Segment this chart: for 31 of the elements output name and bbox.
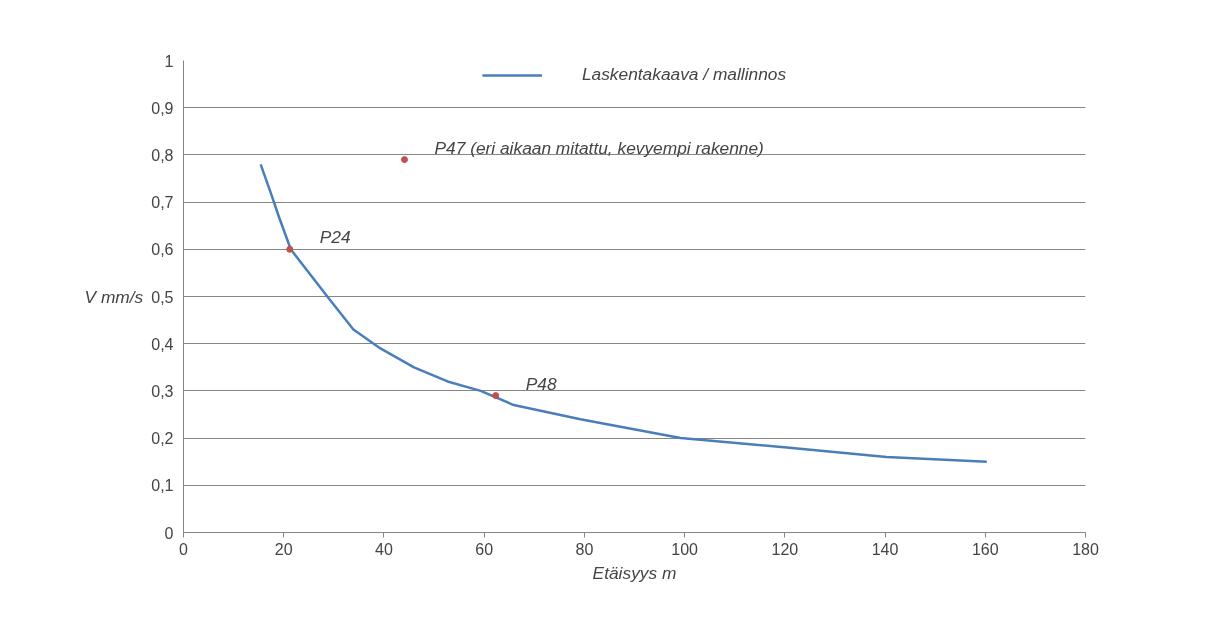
annotation: P48 (525, 373, 557, 394)
annotation: P24 (319, 227, 351, 248)
y-tick-label: 0,8 (151, 146, 174, 164)
line-series (259, 163, 989, 463)
y-tick-label: 1 (164, 52, 174, 70)
y-tick-label: 0,7 (151, 194, 174, 212)
x-tick-label: 20 (274, 540, 293, 558)
legend-label: Laskentakaava / mallinnos (581, 64, 787, 85)
x-tick-label: 40 (375, 540, 393, 558)
x-tick-label: 0 (179, 540, 189, 558)
annotation: P47 (eri aikaan mitattu, kevyempi rakenne) (434, 137, 764, 158)
point (400, 156, 408, 164)
x-tick-label: 60 (475, 540, 494, 558)
x-tick-label: 160 (971, 540, 999, 558)
y-tick-label: 0,5 (151, 288, 174, 306)
point (492, 392, 500, 400)
y-tick-label: 0,1 (151, 477, 174, 495)
y-tick-label: 0,2 (151, 430, 174, 448)
y-tick-label: 0,6 (151, 241, 174, 259)
x-tick-label: 120 (771, 540, 799, 558)
y-tick-label: 0,9 (151, 99, 174, 117)
x-tick-label: 180 (1072, 540, 1099, 558)
point (286, 245, 294, 253)
y-axis-title: V mm/s (84, 286, 144, 307)
y-tick-label: 0 (164, 524, 174, 542)
x-tick-label: 140 (871, 540, 899, 558)
y-tick-label: 0,3 (151, 382, 174, 400)
x-axis-title: Etäisyys m (592, 562, 677, 583)
y-tick-label: 0,4 (151, 335, 174, 353)
x-tick-label: 100 (671, 540, 699, 558)
x-tick-label: 80 (575, 540, 594, 558)
